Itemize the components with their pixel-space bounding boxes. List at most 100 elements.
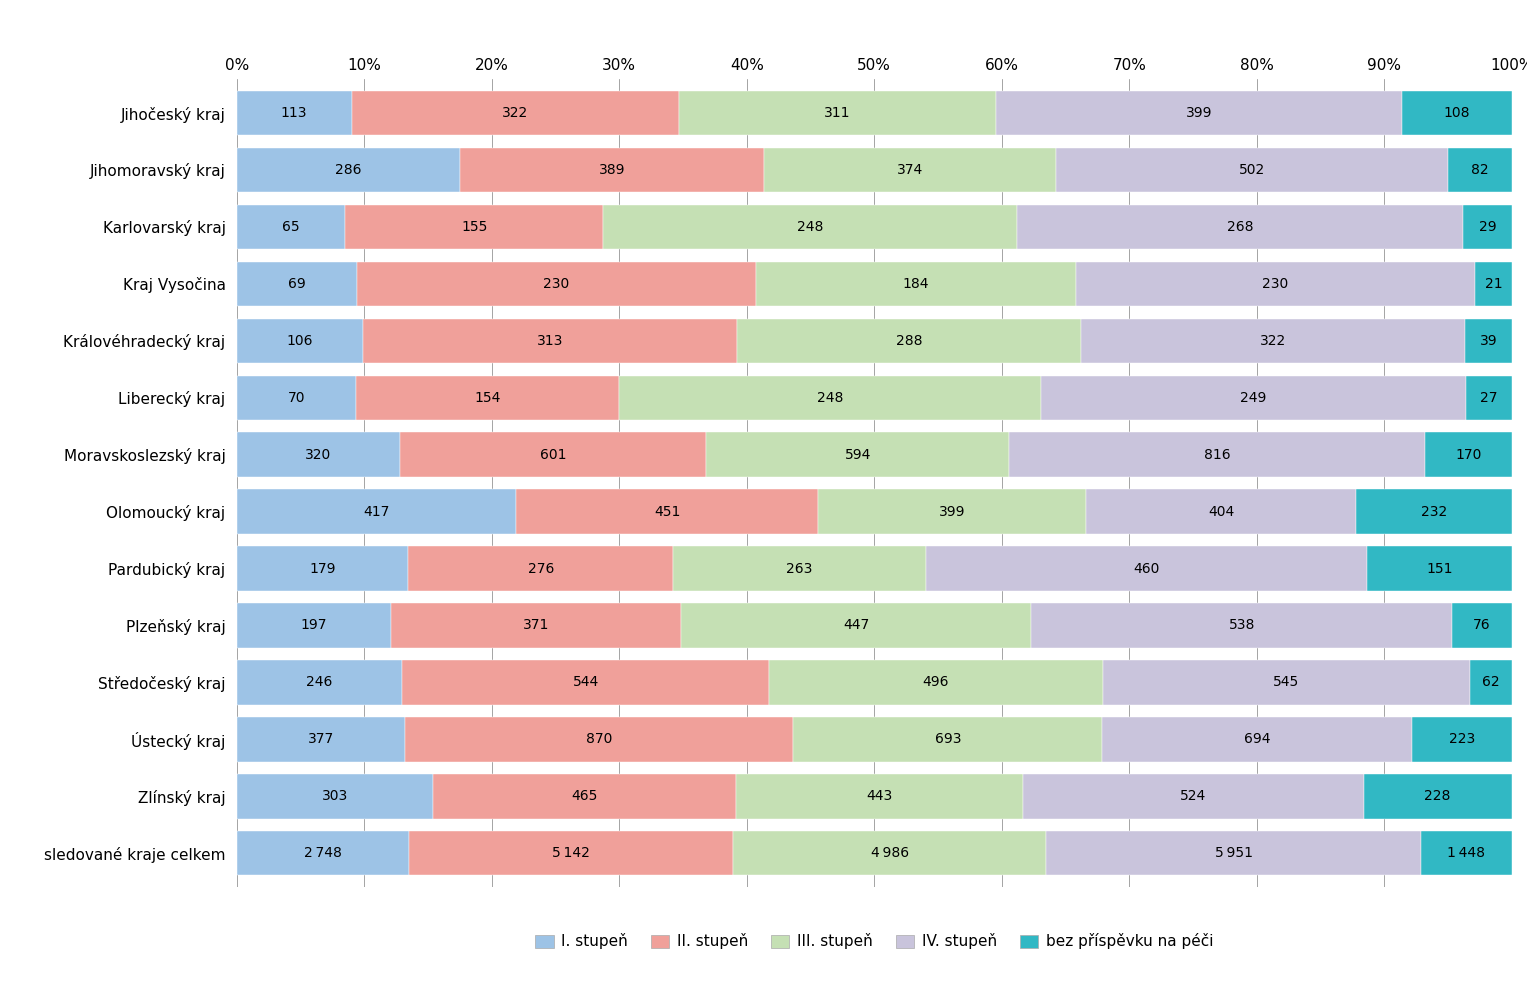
Bar [237,774,434,818]
Text: 106: 106 [287,334,313,348]
Bar [1075,261,1475,306]
Bar [516,489,818,533]
Bar [1046,831,1420,876]
Bar [756,261,1075,306]
Text: 288: 288 [895,334,922,348]
Text: 693: 693 [935,733,960,746]
Bar [434,774,736,818]
Text: 303: 303 [322,790,348,804]
Text: 69: 69 [287,277,305,291]
Text: 465: 465 [571,790,597,804]
Bar [237,603,391,648]
Text: 27: 27 [1480,390,1498,404]
Bar [356,376,618,420]
Bar [1466,376,1512,420]
Text: 65: 65 [282,220,299,234]
Bar [764,148,1055,192]
Bar [705,433,1009,477]
Text: 594: 594 [844,448,870,461]
Text: 179: 179 [310,562,336,576]
Text: 21: 21 [1484,277,1503,291]
Text: 322: 322 [1260,334,1286,348]
Text: 443: 443 [866,790,892,804]
Text: 263: 263 [786,562,812,576]
Text: 5 142: 5 142 [553,846,589,860]
Text: 230: 230 [544,277,570,291]
Bar [1081,318,1466,363]
Text: 320: 320 [305,448,331,461]
Text: 276: 276 [528,562,554,576]
Bar [237,831,409,876]
Bar [1367,546,1512,591]
Text: 377: 377 [307,733,334,746]
Bar [391,603,681,648]
Text: 374: 374 [896,163,922,176]
Bar [1364,774,1512,818]
Bar [409,831,733,876]
Text: 870: 870 [586,733,612,746]
Text: 184: 184 [902,277,928,291]
Text: 70: 70 [287,390,305,404]
Bar [680,91,996,135]
Text: 155: 155 [461,220,487,234]
Bar [237,148,460,192]
Text: 601: 601 [539,448,567,461]
Bar [237,91,351,135]
Bar [1448,148,1512,192]
Bar [1420,831,1512,876]
Text: 232: 232 [1422,505,1448,519]
Bar [1086,489,1356,533]
Text: 248: 248 [817,390,843,404]
Text: 417: 417 [363,505,389,519]
Bar [1463,205,1512,249]
Bar [237,261,356,306]
Text: 82: 82 [1471,163,1489,176]
Text: 451: 451 [654,505,681,519]
Bar [1425,433,1512,477]
Bar [237,546,408,591]
Legend: I. stupeň, II. stupeň, III. stupeň, IV. stupeň, bez příspěvku na péči: I. stupeň, II. stupeň, III. stupeň, IV. … [530,928,1219,955]
Bar [237,717,405,761]
Bar [400,433,705,477]
Text: 544: 544 [573,675,599,689]
Text: 399: 399 [1185,106,1212,120]
Text: 5 951: 5 951 [1214,846,1252,860]
Text: 460: 460 [1133,562,1159,576]
Text: 113: 113 [281,106,307,120]
Text: 197: 197 [301,618,327,632]
Text: 249: 249 [1240,390,1267,404]
Text: 151: 151 [1426,562,1452,576]
Text: 322: 322 [502,106,528,120]
Text: 313: 313 [538,334,563,348]
Bar [1009,433,1425,477]
Bar [237,489,516,533]
Bar [1102,717,1412,761]
Bar [460,148,764,192]
Bar [1452,603,1512,648]
Text: 538: 538 [1229,618,1255,632]
Bar [1402,91,1512,135]
Bar [603,205,1017,249]
Bar [1041,376,1466,420]
Bar [1356,489,1512,533]
Bar [925,546,1367,591]
Text: 1 448: 1 448 [1448,846,1486,860]
Text: 170: 170 [1455,448,1481,461]
Bar [237,318,363,363]
Text: 404: 404 [1208,505,1234,519]
Bar [673,546,925,591]
Text: 524: 524 [1180,790,1206,804]
Text: 311: 311 [825,106,851,120]
Bar [237,661,403,705]
Bar [1412,717,1512,761]
Bar [1023,774,1364,818]
Bar [237,433,400,477]
Bar [1466,318,1512,363]
Text: 76: 76 [1474,618,1490,632]
Text: 816: 816 [1203,448,1231,461]
Text: 268: 268 [1226,220,1254,234]
Text: 29: 29 [1478,220,1496,234]
Text: 2 748: 2 748 [304,846,342,860]
Text: 496: 496 [922,675,950,689]
Bar [403,661,768,705]
